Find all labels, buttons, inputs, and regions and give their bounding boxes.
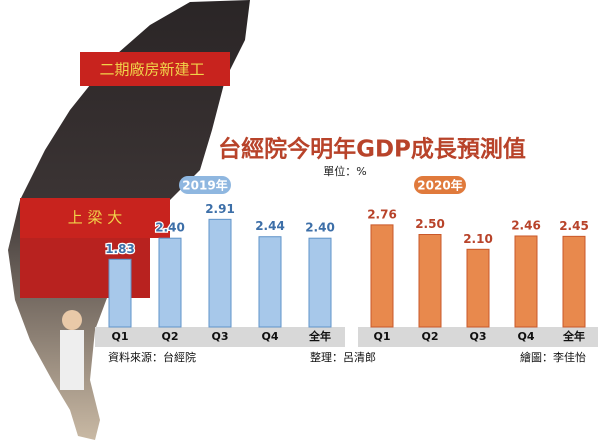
bar xyxy=(158,237,182,328)
photo-text: 二期廠房新建工 xyxy=(99,61,204,79)
panel-title: 2019年 xyxy=(182,178,227,193)
value-label: 2.44 xyxy=(255,219,285,233)
category-band xyxy=(358,327,598,347)
bar xyxy=(418,234,442,328)
category-label: Q2 xyxy=(161,330,178,343)
bar xyxy=(514,235,538,328)
artist-note: 繪圖：李佳怡 xyxy=(520,350,586,364)
editor-note: 整理：呂清郎 xyxy=(310,350,376,364)
bar xyxy=(370,224,394,328)
bar xyxy=(466,248,490,328)
source-note: 資料來源：台經院 xyxy=(108,350,196,364)
value-label: 2.40 xyxy=(305,221,335,235)
value-label: 2.50 xyxy=(415,217,445,231)
year-pill xyxy=(179,176,231,194)
photo-banner xyxy=(20,198,170,238)
unit-label: 單位：% xyxy=(323,164,366,178)
value-label: 2.91 xyxy=(205,202,235,216)
value-label: 2.45 xyxy=(559,219,589,233)
year-pill xyxy=(414,176,466,194)
bar xyxy=(108,258,132,328)
chart-title: 台經院今明年GDP成長預測值 xyxy=(218,136,526,163)
value-label: 2.40 xyxy=(155,221,185,235)
category-label: Q2 xyxy=(421,330,438,343)
category-label: Q1 xyxy=(111,330,128,343)
category-band xyxy=(95,327,345,347)
category-label: Q4 xyxy=(517,330,534,343)
bar xyxy=(308,237,332,328)
panel-title: 2020年 xyxy=(417,178,462,193)
category-label: Q1 xyxy=(373,330,390,343)
photo-banner xyxy=(80,52,230,86)
value-label: 2.46 xyxy=(511,218,541,232)
value-label: 2.10 xyxy=(463,232,493,246)
category-label: Q3 xyxy=(469,330,486,343)
bar xyxy=(562,235,586,328)
photo-person xyxy=(60,330,84,390)
category-label: 全年 xyxy=(562,329,585,343)
photo-text: 上 梁 大 xyxy=(68,209,123,227)
bar xyxy=(258,236,282,328)
bar xyxy=(208,218,232,328)
value-label: 2.76 xyxy=(367,207,397,221)
category-label: 全年 xyxy=(308,329,331,343)
category-label: Q3 xyxy=(211,330,228,343)
photo-person xyxy=(62,310,82,330)
value-label: 1.83 xyxy=(105,242,135,256)
category-label: Q4 xyxy=(261,330,278,343)
